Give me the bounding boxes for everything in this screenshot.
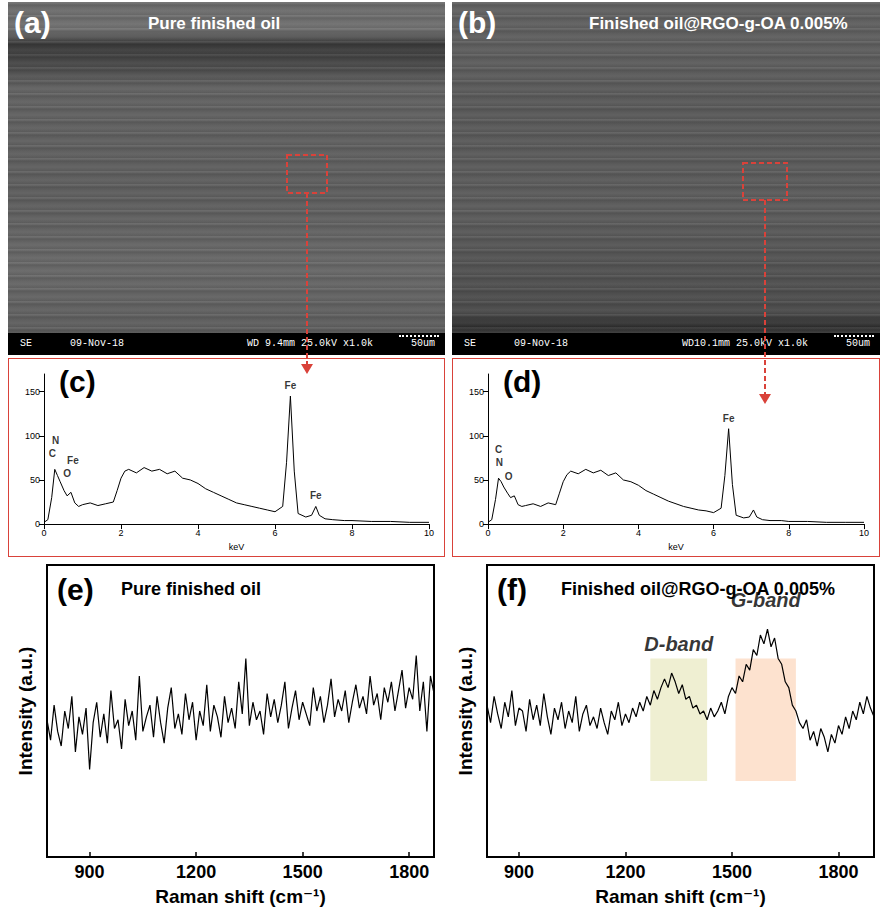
- html-text:(a): (a): [14, 6, 51, 39]
- svg-text:4: 4: [636, 528, 641, 538]
- svg-text:1200: 1200: [605, 862, 645, 882]
- svg-text:(f): (f): [497, 573, 527, 606]
- svg-text:Fe: Fe: [285, 380, 297, 391]
- svg-text:1200: 1200: [176, 862, 216, 882]
- svg-text:10: 10: [424, 528, 434, 538]
- svg-text:900: 900: [75, 862, 105, 882]
- svg-text:keV: keV: [668, 542, 684, 552]
- svg-text:(e): (e): [57, 573, 94, 606]
- svg-text:1800: 1800: [818, 862, 858, 882]
- svg-text:1500: 1500: [283, 862, 323, 882]
- svg-text:Fe: Fe: [310, 490, 322, 501]
- svg-text:keV: keV: [229, 542, 245, 552]
- html-text:SE: SE: [20, 338, 32, 349]
- html-text:(b): (b): [458, 6, 497, 39]
- svg-text:Fe: Fe: [723, 413, 735, 424]
- svg-text:0: 0: [479, 519, 484, 529]
- svg-text:Intensity (a.u.): Intensity (a.u.): [455, 647, 476, 776]
- svg-text:100: 100: [25, 431, 40, 441]
- svg-text:4: 4: [195, 528, 200, 538]
- html-text:50um: 50um: [846, 338, 870, 349]
- svg-text:8: 8: [349, 528, 354, 538]
- html-text:Finished oil@RGO-g-OA 0.005%: Finished oil@RGO-g-OA 0.005%: [589, 14, 848, 33]
- svg-text:2: 2: [118, 528, 123, 538]
- svg-text:O: O: [63, 468, 71, 479]
- svg-text:150: 150: [25, 387, 40, 397]
- svg-text:Finished oil@RGO-g-OA 0.005%: Finished oil@RGO-g-OA 0.005%: [561, 579, 835, 599]
- svg-text:Raman shift (cm⁻¹): Raman shift (cm⁻¹): [595, 886, 766, 907]
- html-text:SE: SE: [464, 338, 476, 349]
- svg-text:50: 50: [474, 475, 484, 485]
- svg-text:D-band: D-band: [644, 633, 714, 655]
- svg-text:6: 6: [272, 528, 277, 538]
- svg-text:O: O: [505, 471, 513, 482]
- svg-text:Raman shift (cm⁻¹): Raman shift (cm⁻¹): [155, 886, 326, 907]
- svg-text:0: 0: [485, 528, 490, 538]
- svg-text:Pure finished oil: Pure finished oil: [121, 579, 261, 599]
- svg-text:N: N: [52, 435, 59, 446]
- svg-text:6: 6: [711, 528, 716, 538]
- svg-text:10: 10: [859, 528, 869, 538]
- svg-text:C: C: [495, 444, 502, 455]
- svg-text:Intensity (a.u.): Intensity (a.u.): [15, 647, 36, 776]
- svg-text:C: C: [49, 448, 56, 459]
- svg-text:50: 50: [30, 475, 40, 485]
- svg-text:N: N: [496, 457, 503, 468]
- html-text:50um: 50um: [411, 338, 435, 349]
- html-text:WD10.1mm 25.0kV x1.0k: WD10.1mm 25.0kV x1.0k: [682, 338, 808, 349]
- svg-text:900: 900: [504, 862, 534, 882]
- svg-text:1500: 1500: [712, 862, 752, 882]
- svg-text:150: 150: [469, 387, 484, 397]
- svg-text:Fe: Fe: [67, 455, 79, 466]
- svg-text:0: 0: [41, 528, 46, 538]
- html-text:Pure finished oil: Pure finished oil: [148, 14, 281, 33]
- html-text:09-Nov-18: 09-Nov-18: [514, 338, 568, 349]
- svg-text:G-band: G-band: [730, 589, 801, 611]
- svg-text:0: 0: [35, 519, 40, 529]
- html-text:WD 9.4mm 25.0kV x1.0k: WD 9.4mm 25.0kV x1.0k: [247, 338, 373, 349]
- svg-text:1800: 1800: [389, 862, 429, 882]
- svg-text:2: 2: [561, 528, 566, 538]
- svg-text:8: 8: [786, 528, 791, 538]
- svg-text:100: 100: [469, 431, 484, 441]
- svg-text:(d): (d): [503, 365, 541, 398]
- svg-text:(c): (c): [59, 365, 96, 398]
- html-text:09-Nov-18: 09-Nov-18: [70, 338, 124, 349]
